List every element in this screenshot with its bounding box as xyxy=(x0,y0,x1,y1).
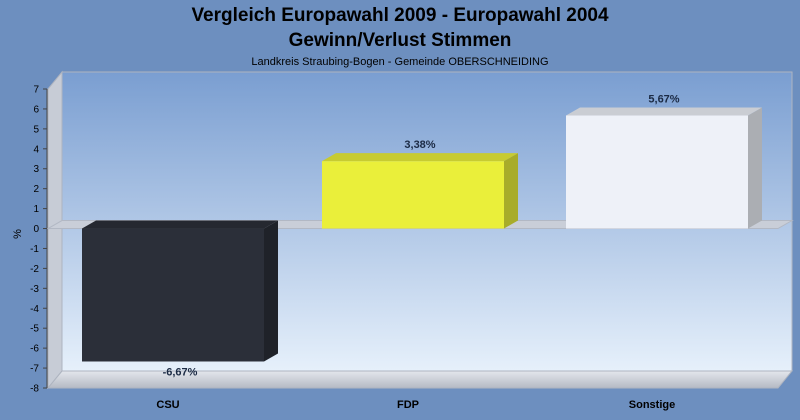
data-label-fdp: 3,38% xyxy=(404,139,435,151)
bar-sonstige-top xyxy=(566,107,762,116)
plot-floor xyxy=(46,370,794,389)
chart-title-line2: Gewinn/Verlust Stimmen xyxy=(289,30,512,51)
bar-csu-top xyxy=(82,220,278,229)
y-tick-label: -4 xyxy=(30,304,39,315)
y-tick-label: 2 xyxy=(33,184,39,195)
bar-sonstige-side xyxy=(748,107,762,229)
y-tick-label: -1 xyxy=(30,244,39,255)
y-tick-label: -3 xyxy=(30,284,39,295)
y-tick-label: 3 xyxy=(33,164,39,175)
y-tick-label: -7 xyxy=(30,364,39,375)
bar-csu-side xyxy=(264,220,278,362)
y-tick-label: -8 xyxy=(30,384,39,395)
y-axis-label: % xyxy=(12,229,24,239)
y-tick-label: 0 xyxy=(33,224,39,235)
bar-sonstige xyxy=(566,115,748,229)
bar-csu xyxy=(82,228,264,362)
y-tick-label: 5 xyxy=(33,124,39,135)
bar-fdp-top xyxy=(322,153,518,162)
chart-subtitle: Landkreis Straubing-Bogen - Gemeinde OBE… xyxy=(251,56,548,68)
y-tick-label: 1 xyxy=(33,204,39,215)
data-label-csu: -6,67% xyxy=(163,366,198,378)
x-category-label: CSU xyxy=(156,399,179,411)
y-tick-label: 7 xyxy=(33,85,39,96)
plot-left-wall xyxy=(47,70,63,390)
x-category-label: Sonstige xyxy=(629,399,675,411)
y-tick-label: -5 xyxy=(30,324,39,335)
y-tick-label: 4 xyxy=(33,144,39,155)
bar-fdp xyxy=(322,161,504,229)
x-category-label: FDP xyxy=(397,399,419,411)
bar-fdp-side xyxy=(504,153,518,229)
y-tick-label: -6 xyxy=(30,344,39,355)
y-tick-label: -2 xyxy=(30,264,39,275)
y-tick-label: 6 xyxy=(33,104,39,115)
data-label-sonstige: 5,67% xyxy=(648,94,679,106)
chart-title-line1: Vergleich Europawahl 2009 - Europawahl 2… xyxy=(191,5,609,26)
